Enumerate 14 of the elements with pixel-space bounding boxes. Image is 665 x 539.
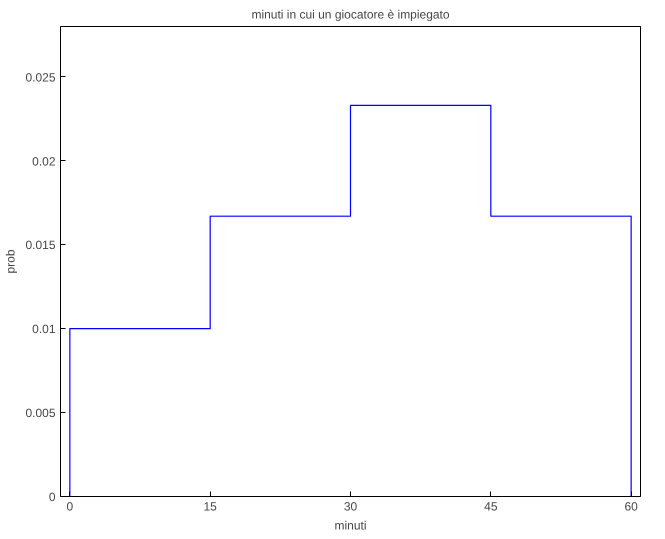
y-tick-label: 0.02	[32, 154, 56, 168]
y-tick-label: 0.025	[25, 70, 56, 84]
x-tick-label: 45	[484, 500, 498, 514]
y-axis-title: prob	[3, 249, 18, 274]
x-tick-label: 60	[624, 500, 638, 514]
y-tick-label: 0.01	[32, 322, 56, 336]
y-tick-label: 0	[48, 490, 56, 504]
chart-title: minuti in cui un giocatore è impiegato	[251, 8, 450, 22]
y-tick-label: 0.015	[25, 238, 56, 252]
y-tick-label: 0.005	[25, 406, 56, 420]
x-tick-label: 15	[204, 500, 218, 514]
x-tick-label: 0	[66, 500, 74, 514]
x-tick-label: 30	[344, 500, 358, 514]
x-axis-title: minuti	[334, 518, 367, 532]
